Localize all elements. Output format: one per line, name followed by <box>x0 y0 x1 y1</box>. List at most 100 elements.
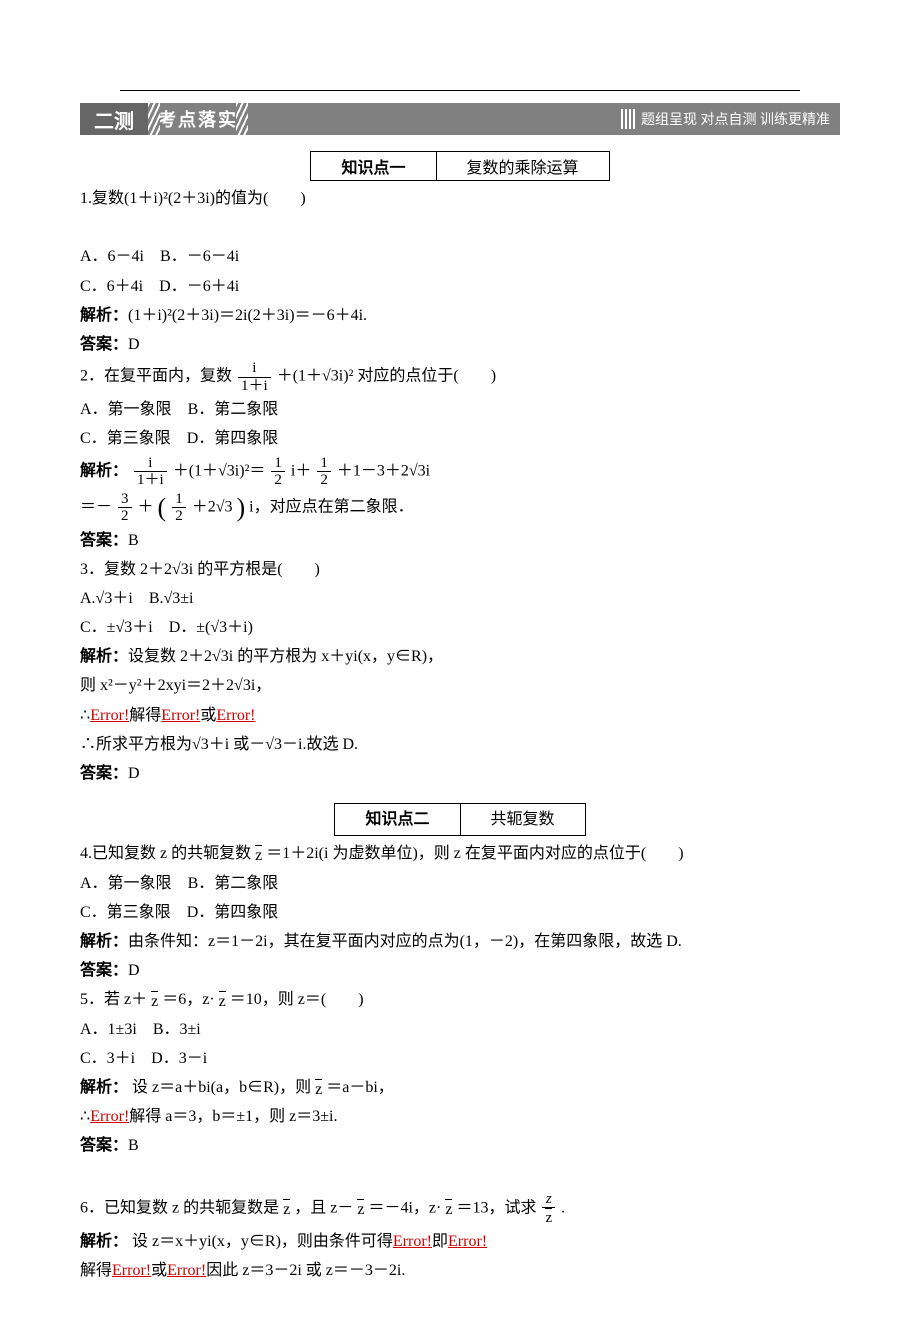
t: 解得 <box>129 707 161 724</box>
t: ∴ <box>80 1108 90 1125</box>
top-rule <box>120 90 800 91</box>
q1-optA: A．6－4i <box>80 248 144 265</box>
q4-sol: 由条件知：z＝1－2i，其在复平面内对应的点为(1，－2)，在第四象限，故选 D… <box>128 933 682 950</box>
q6-frac: z z <box>542 1191 555 1227</box>
q4-optA: A．第一象限 <box>80 875 172 892</box>
t: ＝a－bi， <box>326 1079 394 1096</box>
zbar: z <box>357 1199 364 1218</box>
t: ＋1－3＋2√3i <box>337 462 430 479</box>
q3-sol-label: 解析： <box>80 648 128 665</box>
f-n: 1 <box>271 455 285 473</box>
banner-right-text: 题组呈现 对点自测 训练更精准 <box>641 109 830 129</box>
zbar: z <box>283 1199 290 1218</box>
q1-sol-label: 解析： <box>80 307 128 324</box>
q4-ans-label: 答案： <box>80 962 128 979</box>
q5-optC: C．3＋i <box>80 1050 135 1067</box>
q6-sol2: 解得Error!或Error!因此 z＝3－2i 或 z＝－3－2i. <box>80 1257 840 1284</box>
topic-table-2: 知识点二 共轭复数 <box>334 803 585 836</box>
lparen: ( <box>158 493 167 522</box>
q2-frac: i1＋i <box>238 360 271 394</box>
t: ＝6，z· <box>162 991 214 1008</box>
z: z <box>151 993 158 1010</box>
zbar: z <box>255 845 262 864</box>
banner-right: 题组呈现 对点自测 训练更精准 <box>621 109 840 129</box>
q4-optC: C．第三象限 <box>80 904 171 921</box>
q2-optC: C．第三象限 <box>80 430 171 447</box>
t: i＋ <box>291 462 311 479</box>
q4-ans: D <box>128 962 140 979</box>
q1-ans-label: 答案： <box>80 336 128 353</box>
q2-optD: D．第四象限 <box>187 430 279 447</box>
q5-optD: D．3－i <box>151 1050 207 1067</box>
topic2-label: 知识点二 <box>335 804 460 836</box>
banner-bars-icon <box>621 109 635 129</box>
rparen: ) <box>237 493 246 522</box>
z: z <box>445 1201 452 1218</box>
banner-mid-label: 考点落实 <box>158 106 238 132</box>
q5-ans: B <box>128 1137 139 1154</box>
q1-ans: D <box>128 336 140 353</box>
topic1-title: 复数的乘除运算 <box>436 152 609 181</box>
content: 1.复数(1＋i)²(2＋3i)的值为( ) A．6－4i B．－6－4i C．… <box>80 185 840 1285</box>
z: z <box>219 993 226 1010</box>
q4-stem: 4.已知复数 z 的共轭复数 z ＝1＋2i(i 为虚数单位)，则 z 在复平面… <box>80 840 840 867</box>
q1-optB: B．－6－4i <box>160 248 239 265</box>
f-d: 2 <box>271 472 285 489</box>
q2-ans: B <box>128 532 139 549</box>
t: 解得 <box>80 1262 112 1279</box>
q1-sol: (1＋i)²(2＋3i)＝2i(2＋3i)＝－6＋4i. <box>128 307 367 324</box>
q3-optB: B.√3±i <box>149 590 194 607</box>
q5-sol1: 解析： 设 z＝a＋bi(a，b∈R)，则 z ＝a－bi， <box>80 1074 840 1101</box>
q2-solfrac3: 12 <box>317 455 331 489</box>
q3-optA: A.√3＋i <box>80 590 133 607</box>
q3-optD: D．±(√3＋i) <box>169 619 253 636</box>
q1-stem: 1.复数(1＋i)²(2＋3i)的值为( ) <box>80 185 840 212</box>
q2-frac-den: 1＋i <box>238 378 271 395</box>
page: 二测 考点落实 题组呈现 对点自测 训练更精准 知识点一 复数的乘除运算 1.复… <box>0 0 920 1327</box>
q2-stem-a: 2．在复平面内，复数 <box>80 368 232 385</box>
error-text: Error! <box>216 707 255 724</box>
f-n: i <box>134 455 167 473</box>
q6-sol1: 解析： 设 z＝x＋yi(x，y∈R)，则由条件可得Error!即Error! <box>80 1228 840 1255</box>
topic2-title: 共轭复数 <box>460 804 585 836</box>
q2-solfrac4: 32 <box>118 491 132 525</box>
q4-optB: B．第二象限 <box>188 875 279 892</box>
section-banner: 二测 考点落实 题组呈现 对点自测 训练更精准 <box>80 103 840 135</box>
t: 5．若 z＋ <box>80 991 147 1008</box>
q3-ans-label: 答案： <box>80 765 128 782</box>
t: ＋2√3 <box>192 498 233 515</box>
f-n: 3 <box>118 491 132 509</box>
banner-slash-deco: 考点落实 <box>148 103 248 135</box>
q2-ans-label: 答案： <box>80 532 128 549</box>
t: ＝－4i，z· <box>368 1199 441 1216</box>
f-d: 2 <box>118 508 132 525</box>
q1-optD: D．－6＋4i <box>159 278 239 295</box>
q2-stem-b: ＋(1＋√3i)² 对应的点位于( ) <box>277 368 496 385</box>
q2-solfrac5: 12 <box>172 491 186 525</box>
f-d: 1＋i <box>134 472 167 489</box>
topic1-label: 知识点一 <box>311 152 436 181</box>
error-text: Error! <box>448 1233 487 1250</box>
q5-ans-label: 答案： <box>80 1137 128 1154</box>
error-text: Error! <box>167 1262 206 1279</box>
f-n: z <box>542 1191 555 1209</box>
q3-stem: 3．复数 2＋2√3i 的平方根是( ) <box>80 556 840 583</box>
q2-optA: A．第一象限 <box>80 401 172 418</box>
q6-stem: 6．已知复数 z 的共轭复数是 z ，且 z－ z ＝－4i，z· z ＝13，… <box>80 1191 840 1227</box>
q3-sol2: 则 x²－y²＋2xyi＝2＋2√3i， <box>80 672 840 699</box>
t: 或 <box>151 1262 167 1279</box>
q5-optA: A．1±3i <box>80 1021 137 1038</box>
topic-table-1: 知识点一 复数的乘除运算 <box>310 151 609 181</box>
q3-sol3: ∴Error!解得Error!或Error! <box>80 702 840 729</box>
q5-sol-label: 解析： <box>80 1079 128 1096</box>
q2-stem: 2．在复平面内，复数 i1＋i ＋(1＋√3i)² 对应的点位于( ) <box>80 360 840 394</box>
z: z <box>283 1201 290 1218</box>
q2-solfrac2: 12 <box>271 455 285 489</box>
t: 设 z＝a＋bi(a，b∈R)，则 <box>132 1079 311 1096</box>
q4-optD: D．第四象限 <box>187 904 279 921</box>
q5-optB: B．3±i <box>153 1021 201 1038</box>
t: 因此 z＝3－2i 或 z＝－3－2i. <box>206 1262 405 1279</box>
f-d: 2 <box>172 508 186 525</box>
q6-sol-label: 解析： <box>80 1233 128 1250</box>
q5-sol2: ∴Error!解得 a＝3，b＝±1，则 z＝3±i. <box>80 1103 840 1130</box>
